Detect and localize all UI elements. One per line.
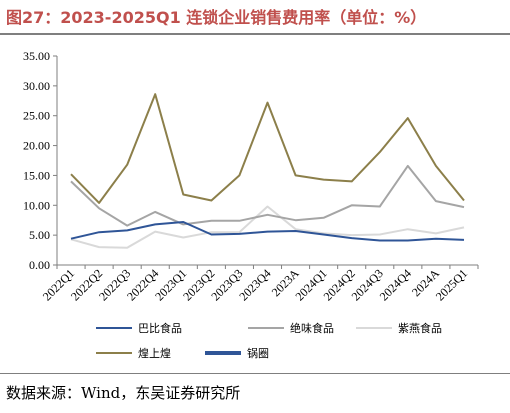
source-note: 数据来源：Wind，东吴证券研究所 — [6, 384, 241, 402]
chart-title: 图27：2023-2025Q1 连锁企业销售费用率（单位：%） — [6, 8, 427, 27]
y-tick-label: 20.00 — [23, 139, 50, 153]
legend-label: 煌上煌 — [138, 347, 171, 360]
series-line-3 — [70, 93, 465, 204]
series-line-0 — [70, 221, 465, 242]
series-line-1 — [70, 164, 465, 227]
x-tick-label: 2023Q4 — [236, 266, 273, 303]
series-line-2 — [70, 205, 465, 249]
line-chart: 0.00 5.00 10.00 15.00 20.00 25.00 30.00 35.00 20… — [23, 49, 479, 360]
legend-label: 巴比食品 — [138, 321, 182, 335]
y-tick-label: 30.00 — [23, 79, 50, 93]
source-divider — [0, 373, 510, 374]
y-tick-label: 5.00 — [29, 228, 50, 242]
y-tick-label: 15.00 — [23, 168, 50, 182]
y-tick-label: 25.00 — [23, 109, 50, 123]
x-tick-label: 2024Q4 — [377, 266, 414, 303]
y-tick-label: 0.00 — [29, 258, 50, 272]
series-lines — [70, 93, 465, 249]
x-tick-label: 2025Q1 — [433, 266, 470, 303]
y-tick-label: 35.00 — [23, 49, 50, 63]
legend-label: 绝味食品 — [290, 321, 334, 335]
title-divider — [0, 33, 510, 35]
y-tick-label: 10.00 — [23, 198, 50, 212]
legend-label: 紫燕食品 — [398, 321, 442, 335]
legend-label: 锅圈 — [247, 347, 269, 360]
chart-axes: 0.00 5.00 10.00 15.00 20.00 25.00 30.00 35.00 20… — [23, 49, 479, 303]
